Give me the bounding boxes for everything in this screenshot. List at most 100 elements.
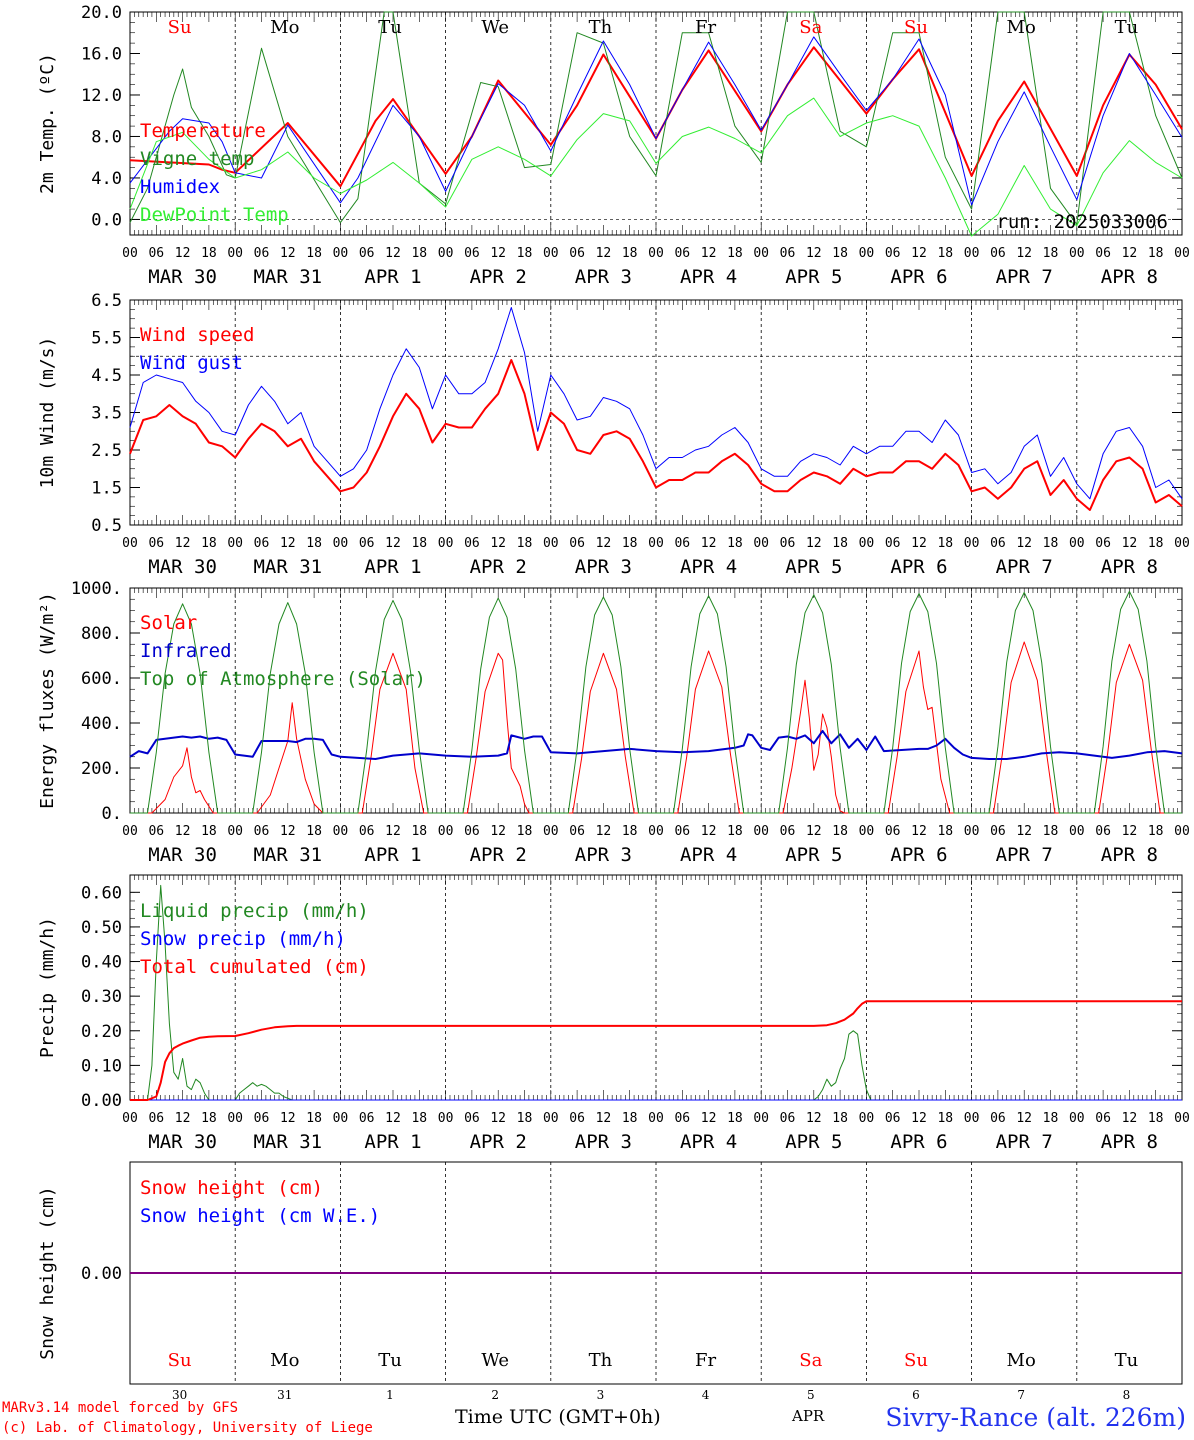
date-label: APR 4	[680, 266, 737, 288]
legend-entry: Infrared	[140, 640, 232, 662]
weekday-label: Tu	[378, 17, 402, 38]
hour-tick-label: 06	[148, 824, 164, 839]
y-tick-label: 1.5	[91, 479, 122, 499]
hour-tick-label: 18	[937, 824, 953, 839]
hour-tick-label: 06	[359, 536, 375, 551]
panel-frame	[129, 299, 1183, 526]
hour-tick-label: 12	[175, 1111, 191, 1126]
date-label: MAR 31	[253, 1131, 322, 1153]
hour-tick-label: 06	[1095, 824, 1111, 839]
date-label: MAR 30	[148, 1131, 217, 1153]
weekday-label: We	[481, 17, 509, 38]
hour-tick-label: 18	[201, 536, 217, 551]
hour-tick-label: 00	[122, 536, 138, 551]
hour-tick-label: 12	[385, 536, 401, 551]
panel-frame	[129, 587, 1183, 814]
hour-tick-label: 06	[464, 824, 480, 839]
hour-tick-label: 00	[543, 536, 559, 551]
hour-tick-label: 12	[806, 536, 822, 551]
hour-tick-label: 12	[1122, 246, 1138, 261]
weekday-label: Tu	[1115, 17, 1139, 38]
hour-tick-label: 18	[517, 824, 533, 839]
y-axis-label: 10m Wind (m/s)	[37, 337, 58, 489]
hour-tick-label: 06	[569, 246, 585, 261]
hour-tick-label: 06	[254, 246, 270, 261]
hour-tick-label: 06	[674, 246, 690, 261]
y-tick-label: 0.60	[81, 883, 122, 903]
hour-tick-label: 18	[201, 824, 217, 839]
hour-tick-label: 18	[1043, 536, 1059, 551]
hour-tick-label: 12	[596, 1111, 612, 1126]
hour-tick-label: 12	[911, 1111, 927, 1126]
series-line	[129, 307, 1183, 500]
y-tick-label: 2.5	[91, 441, 122, 461]
y-tick-label: 8.0	[91, 127, 122, 147]
hour-tick-label: 06	[569, 1111, 585, 1126]
date-label: APR 8	[1101, 266, 1158, 288]
hour-tick-label: 18	[1148, 824, 1164, 839]
hour-tick-label: 12	[701, 1111, 717, 1126]
legend-entry: Solar	[140, 612, 197, 634]
y-tick-label: 0.20	[81, 1022, 122, 1042]
hour-tick-label: 18	[622, 246, 638, 261]
y-tick-label: 0.40	[81, 953, 122, 973]
hour-tick-label: 12	[280, 536, 296, 551]
hour-tick-label: 12	[701, 824, 717, 839]
hour-tick-label: 18	[727, 824, 743, 839]
weekday-label: Fr	[695, 17, 716, 38]
hour-tick-label: 12	[175, 246, 191, 261]
weekday-label: Su	[168, 1350, 192, 1371]
hour-tick-label: 18	[832, 246, 848, 261]
y-tick-label: 16.0	[81, 44, 122, 64]
hour-tick-label: 06	[1095, 1111, 1111, 1126]
hour-tick-label: 06	[359, 246, 375, 261]
series-line	[130, 1000, 1182, 1101]
date-label: APR 3	[575, 844, 632, 866]
hour-tick-label: 00	[859, 536, 875, 551]
legend-entry: Liquid precip (mm/h)	[140, 900, 369, 922]
series-line	[129, 97, 1183, 237]
hour-tick-label: 00	[333, 824, 349, 839]
hour-tick-label: 00	[1069, 824, 1085, 839]
hour-tick-label: 12	[701, 536, 717, 551]
day-number-label: 7	[1017, 1388, 1025, 1402]
day-number-label: 3	[597, 1388, 605, 1402]
hour-tick-label: 00	[964, 536, 980, 551]
hour-tick-label: 12	[911, 246, 927, 261]
date-label: MAR 30	[148, 844, 217, 866]
hour-tick-label: 12	[280, 246, 296, 261]
hour-tick-label: 18	[622, 1111, 638, 1126]
y-axis-label: Precip (mm/h)	[37, 917, 58, 1058]
hour-tick-label: 18	[727, 246, 743, 261]
hour-tick-label: 00	[543, 246, 559, 261]
day-number-label: 5	[807, 1388, 815, 1402]
hour-tick-label: 00	[122, 824, 138, 839]
legend-entry: Snow precip (mm/h)	[140, 928, 346, 950]
hour-tick-label: 00	[753, 824, 769, 839]
date-label: APR 3	[575, 266, 632, 288]
day-number-label: 6	[912, 1388, 920, 1402]
hour-tick-label: 18	[306, 536, 322, 551]
hour-tick-label: 18	[1148, 246, 1164, 261]
hour-tick-label: 12	[806, 824, 822, 839]
hour-tick-label: 06	[990, 536, 1006, 551]
hour-tick-label: 12	[385, 1111, 401, 1126]
date-label: APR 1	[364, 266, 421, 288]
date-label: APR 1	[364, 844, 421, 866]
hour-tick-label: 12	[701, 246, 717, 261]
date-label: APR 6	[890, 1131, 947, 1153]
legend-entry: Vigne temp	[140, 148, 254, 170]
hour-tick-label: 18	[727, 536, 743, 551]
series-line	[130, 590, 1182, 814]
hour-tick-label: 18	[1043, 824, 1059, 839]
hour-tick-label: 18	[411, 824, 427, 839]
hour-tick-label: 06	[674, 1111, 690, 1126]
y-tick-label: 1000.	[71, 579, 122, 599]
hour-tick-label: 06	[885, 824, 901, 839]
hour-tick-label: 00	[438, 246, 454, 261]
y-tick-label: 6.5	[91, 291, 122, 311]
hour-tick-label: 12	[806, 1111, 822, 1126]
hour-tick-label: 12	[911, 824, 927, 839]
hour-tick-label: 12	[385, 246, 401, 261]
weekday-label: Fr	[695, 1350, 716, 1371]
